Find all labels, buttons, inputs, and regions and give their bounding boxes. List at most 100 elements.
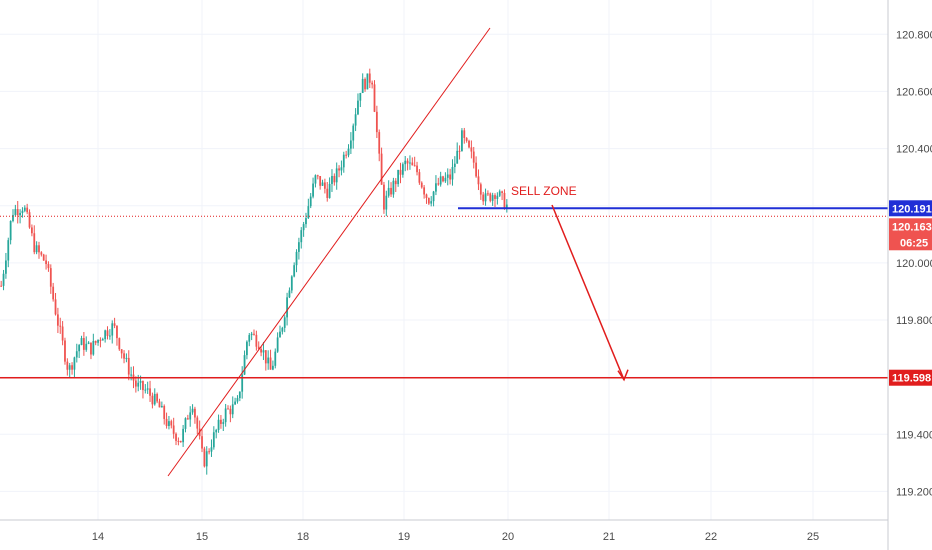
plot-area[interactable] [0,0,888,520]
candle-body [203,448,206,467]
candle-body [184,418,187,429]
candle-body [30,227,33,234]
candle-body [300,230,303,243]
candle-body [75,351,78,358]
candle-body [314,175,317,184]
candle-body [399,169,402,175]
x-tick-label: 21 [603,531,615,543]
candle-body [392,180,395,195]
candle-body [456,150,459,164]
candle-body [409,162,411,164]
candle-body [505,204,508,209]
candle-body [383,184,385,210]
candle-body [56,314,59,326]
candle-body [160,405,163,408]
candle-body [475,162,478,177]
candle-body [42,254,45,261]
candle-body [196,417,199,429]
x-tick-label: 22 [705,531,717,543]
y-axis[interactable]: 120.800120.600120.400120.200120.000119.8… [896,29,932,498]
candle-body [269,357,272,370]
candle-body [250,333,253,336]
x-axis[interactable]: 14 15 18 19 20 21 22 25 [92,531,819,543]
candle-body [295,251,298,266]
candle-body [38,245,40,253]
x-tick-label: 25 [807,531,819,543]
candle-body [484,193,487,202]
candle-body [248,335,251,342]
candle-body [444,177,447,182]
candle-body [352,125,355,141]
candle-body [87,342,90,344]
candle-body [16,209,19,216]
candle-body [168,421,170,426]
candle-body [366,73,369,90]
candle-body [241,374,244,392]
candle-body [501,191,503,193]
candle-body [375,111,378,133]
candle-body [430,201,433,204]
candle-body [78,345,81,352]
candle-body [435,183,437,192]
candle-body [191,408,194,413]
candle-body [28,212,31,228]
candle-body [54,299,57,315]
candle-body [437,183,440,185]
candle-body [491,195,494,201]
candle-body [305,218,307,225]
sell-zone-label: SELL ZONE [511,184,577,198]
candle-body [496,195,499,199]
candle-body [503,192,506,209]
candle-body [427,198,430,204]
candle-body [264,350,267,364]
candle-body [487,193,489,195]
current-price-badge-bg [889,218,932,251]
candle-body [49,268,52,287]
candle-body [73,357,76,370]
candle-body [165,418,168,426]
candle-body [108,335,111,337]
x-tick-label: 15 [196,531,208,543]
candle-body [210,447,213,452]
candle-body [335,168,338,183]
candle-body [338,168,340,171]
candle-body [312,183,314,197]
candle-body [238,391,241,399]
x-tick-label: 14 [92,531,104,543]
candle-body [401,164,404,175]
candles [0,68,508,475]
candle-body [272,365,274,370]
candle-body [149,388,151,396]
candle-body [416,165,418,173]
candle-body [234,401,236,405]
candle-body [14,209,17,215]
candle-body [80,338,83,346]
y-tick-label: 120.600 [896,86,932,98]
candle-body [446,174,449,178]
candle-body [321,182,324,186]
arrow-head [617,369,629,382]
candle-body [385,195,388,210]
candle-body [217,419,220,430]
candle-body [194,408,196,418]
candle-body [439,176,442,185]
candle-body [179,440,182,443]
candle-body [463,130,466,138]
candle-body [23,207,26,211]
candle-body [345,154,348,156]
candle-body [354,114,357,126]
candle-body [394,180,397,185]
x-tick-label: 18 [297,531,309,543]
candle-body [302,224,305,231]
candle-body [5,260,7,274]
candle-body [71,365,73,370]
candle-body [153,393,156,405]
candle-body [68,365,71,370]
x-tick-label: 19 [398,531,410,543]
candle-body [82,338,85,350]
candle-body [406,160,409,164]
candle-body [189,412,192,420]
candle-body [418,172,421,183]
candle-body [477,176,480,185]
